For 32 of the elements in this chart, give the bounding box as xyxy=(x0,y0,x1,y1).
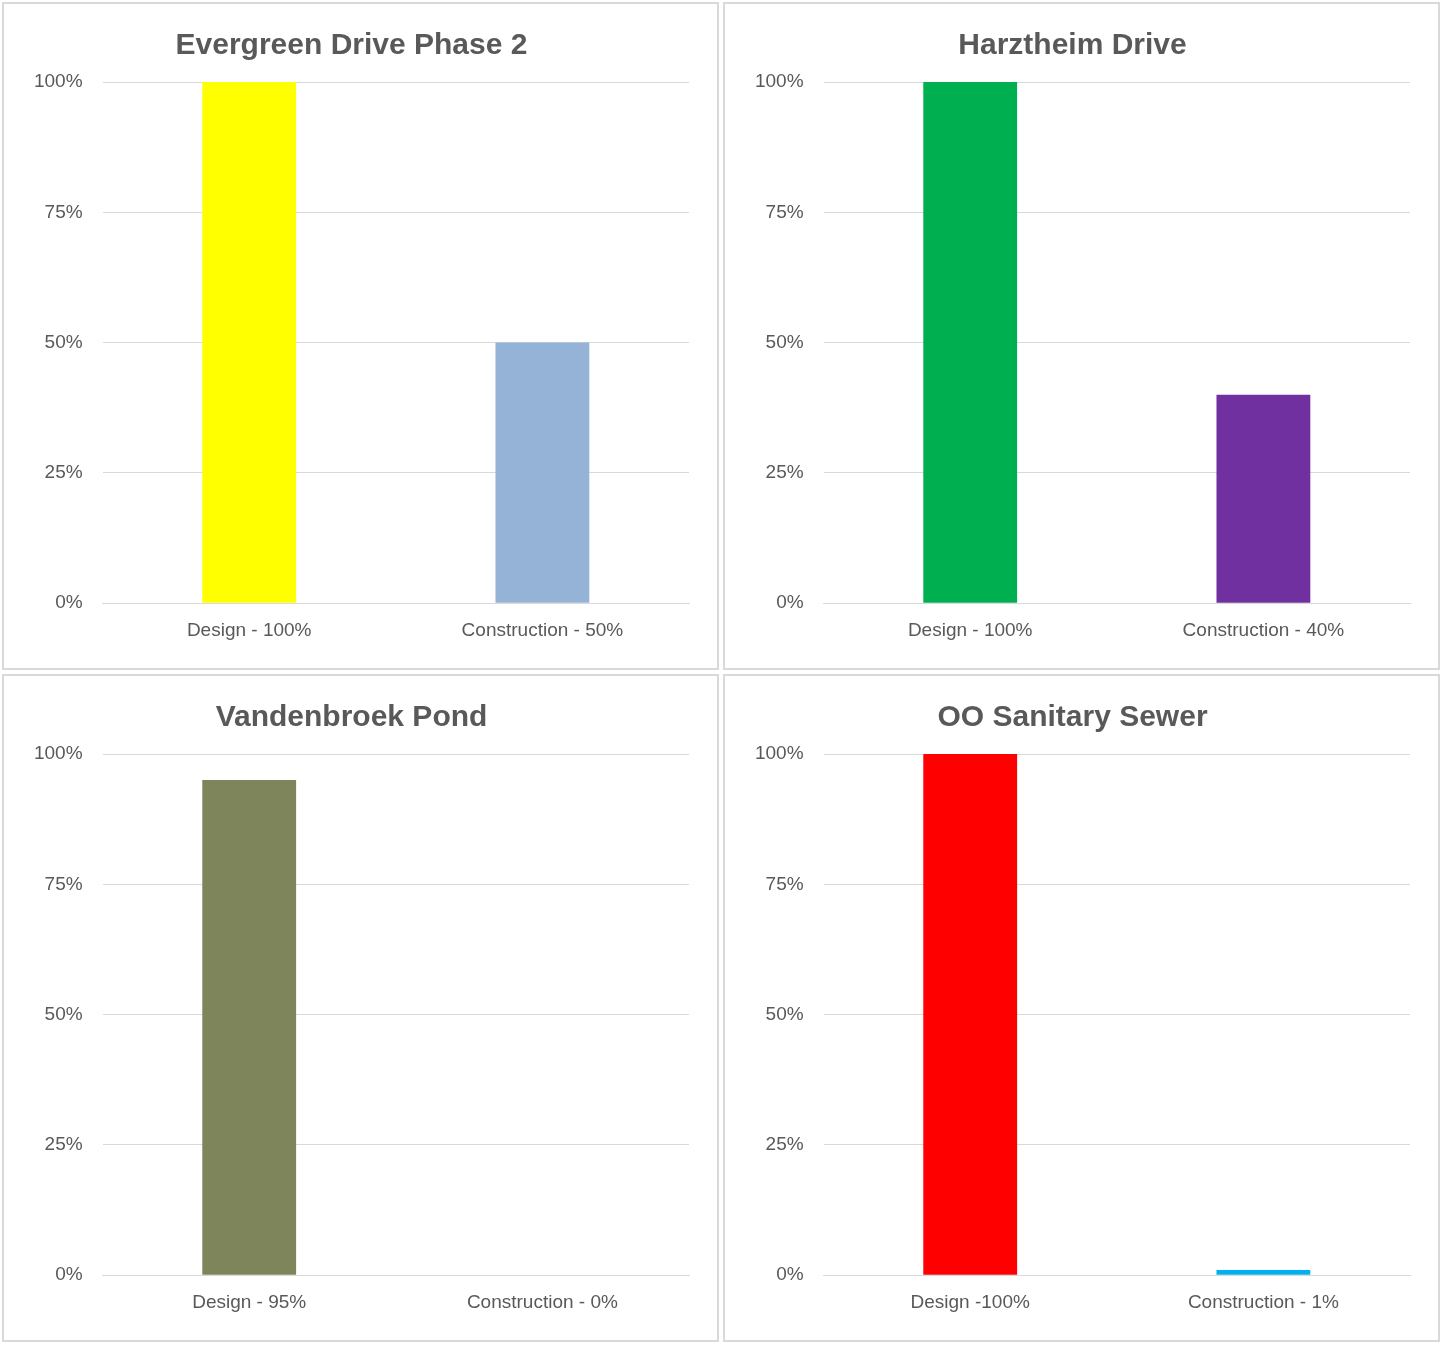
y-tick-label: 50% xyxy=(44,330,83,352)
x-tick-label: Design - 100% xyxy=(186,618,312,640)
chart-title: Harztheim Drive xyxy=(958,27,1187,61)
chart-title: Evergreen Drive Phase 2 xyxy=(175,27,528,61)
y-tick-label: 25% xyxy=(44,461,83,483)
x-tick-label: Construction - 1% xyxy=(1187,1290,1339,1312)
x-tick-label: Design -100% xyxy=(910,1290,1030,1312)
x-tick-label: Construction - 50% xyxy=(461,618,624,640)
y-tick-label: 75% xyxy=(44,872,83,894)
y-tick-label: 0% xyxy=(776,1263,804,1285)
y-tick-label: 50% xyxy=(765,330,804,352)
y-tick-label: 25% xyxy=(765,1133,804,1155)
y-tick-label: 100% xyxy=(754,742,804,764)
y-tick-label: 0% xyxy=(776,591,804,613)
y-tick-label: 0% xyxy=(55,1263,83,1285)
chart-title: Vandenbroek Pond xyxy=(215,699,488,733)
y-tick-label: 50% xyxy=(765,1002,804,1024)
y-tick-label: 75% xyxy=(765,872,804,894)
x-tick-label: Design - 100% xyxy=(907,618,1033,640)
y-tick-label: 100% xyxy=(33,70,83,92)
y-tick-label: 25% xyxy=(765,461,804,483)
y-tick-label: 100% xyxy=(754,70,804,92)
x-tick-label: Design - 95% xyxy=(192,1290,307,1312)
x-tick-label: Construction - 0% xyxy=(466,1290,618,1312)
y-tick-label: 75% xyxy=(765,200,804,222)
y-tick-label: 0% xyxy=(55,591,83,613)
y-tick-label: 100% xyxy=(33,742,83,764)
y-tick-label: 50% xyxy=(44,1002,83,1024)
x-tick-label: Construction - 40% xyxy=(1182,618,1345,640)
chart-title: OO Sanitary Sewer xyxy=(937,699,1208,733)
y-tick-label: 75% xyxy=(44,200,83,222)
y-tick-label: 25% xyxy=(44,1133,83,1155)
